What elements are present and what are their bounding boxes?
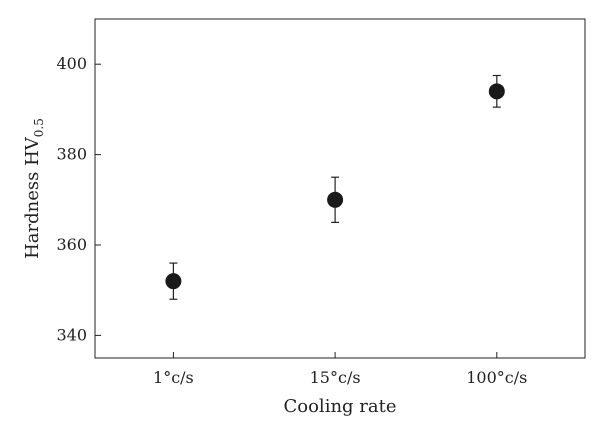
data-point — [488, 83, 505, 100]
y-axis-ticks: 340 360 380 400 — [56, 54, 101, 344]
x-tick-label: 15°c/s — [310, 368, 361, 387]
y-tick-label: 400 — [56, 54, 87, 73]
x-axis-label: Cooling rate — [283, 396, 396, 417]
data-point — [165, 273, 182, 290]
x-axis-ticks: 1°c/s 15°c/s 100°c/s — [153, 352, 527, 387]
data-point — [327, 191, 344, 208]
data-points — [165, 74, 505, 300]
y-axis-label: Hardness HV0.5 — [22, 118, 46, 259]
plot-frame — [94, 18, 586, 359]
y-tick-label: 380 — [56, 145, 87, 164]
x-tick-label: 100°c/s — [466, 368, 527, 387]
y-axis-label-main: Hardness HV — [22, 136, 43, 259]
y-axis-label-subscript: 0.5 — [32, 118, 46, 137]
y-tick-label: 360 — [56, 235, 87, 254]
x-tick-label: 1°c/s — [153, 368, 194, 387]
y-tick-label: 340 — [56, 325, 87, 344]
